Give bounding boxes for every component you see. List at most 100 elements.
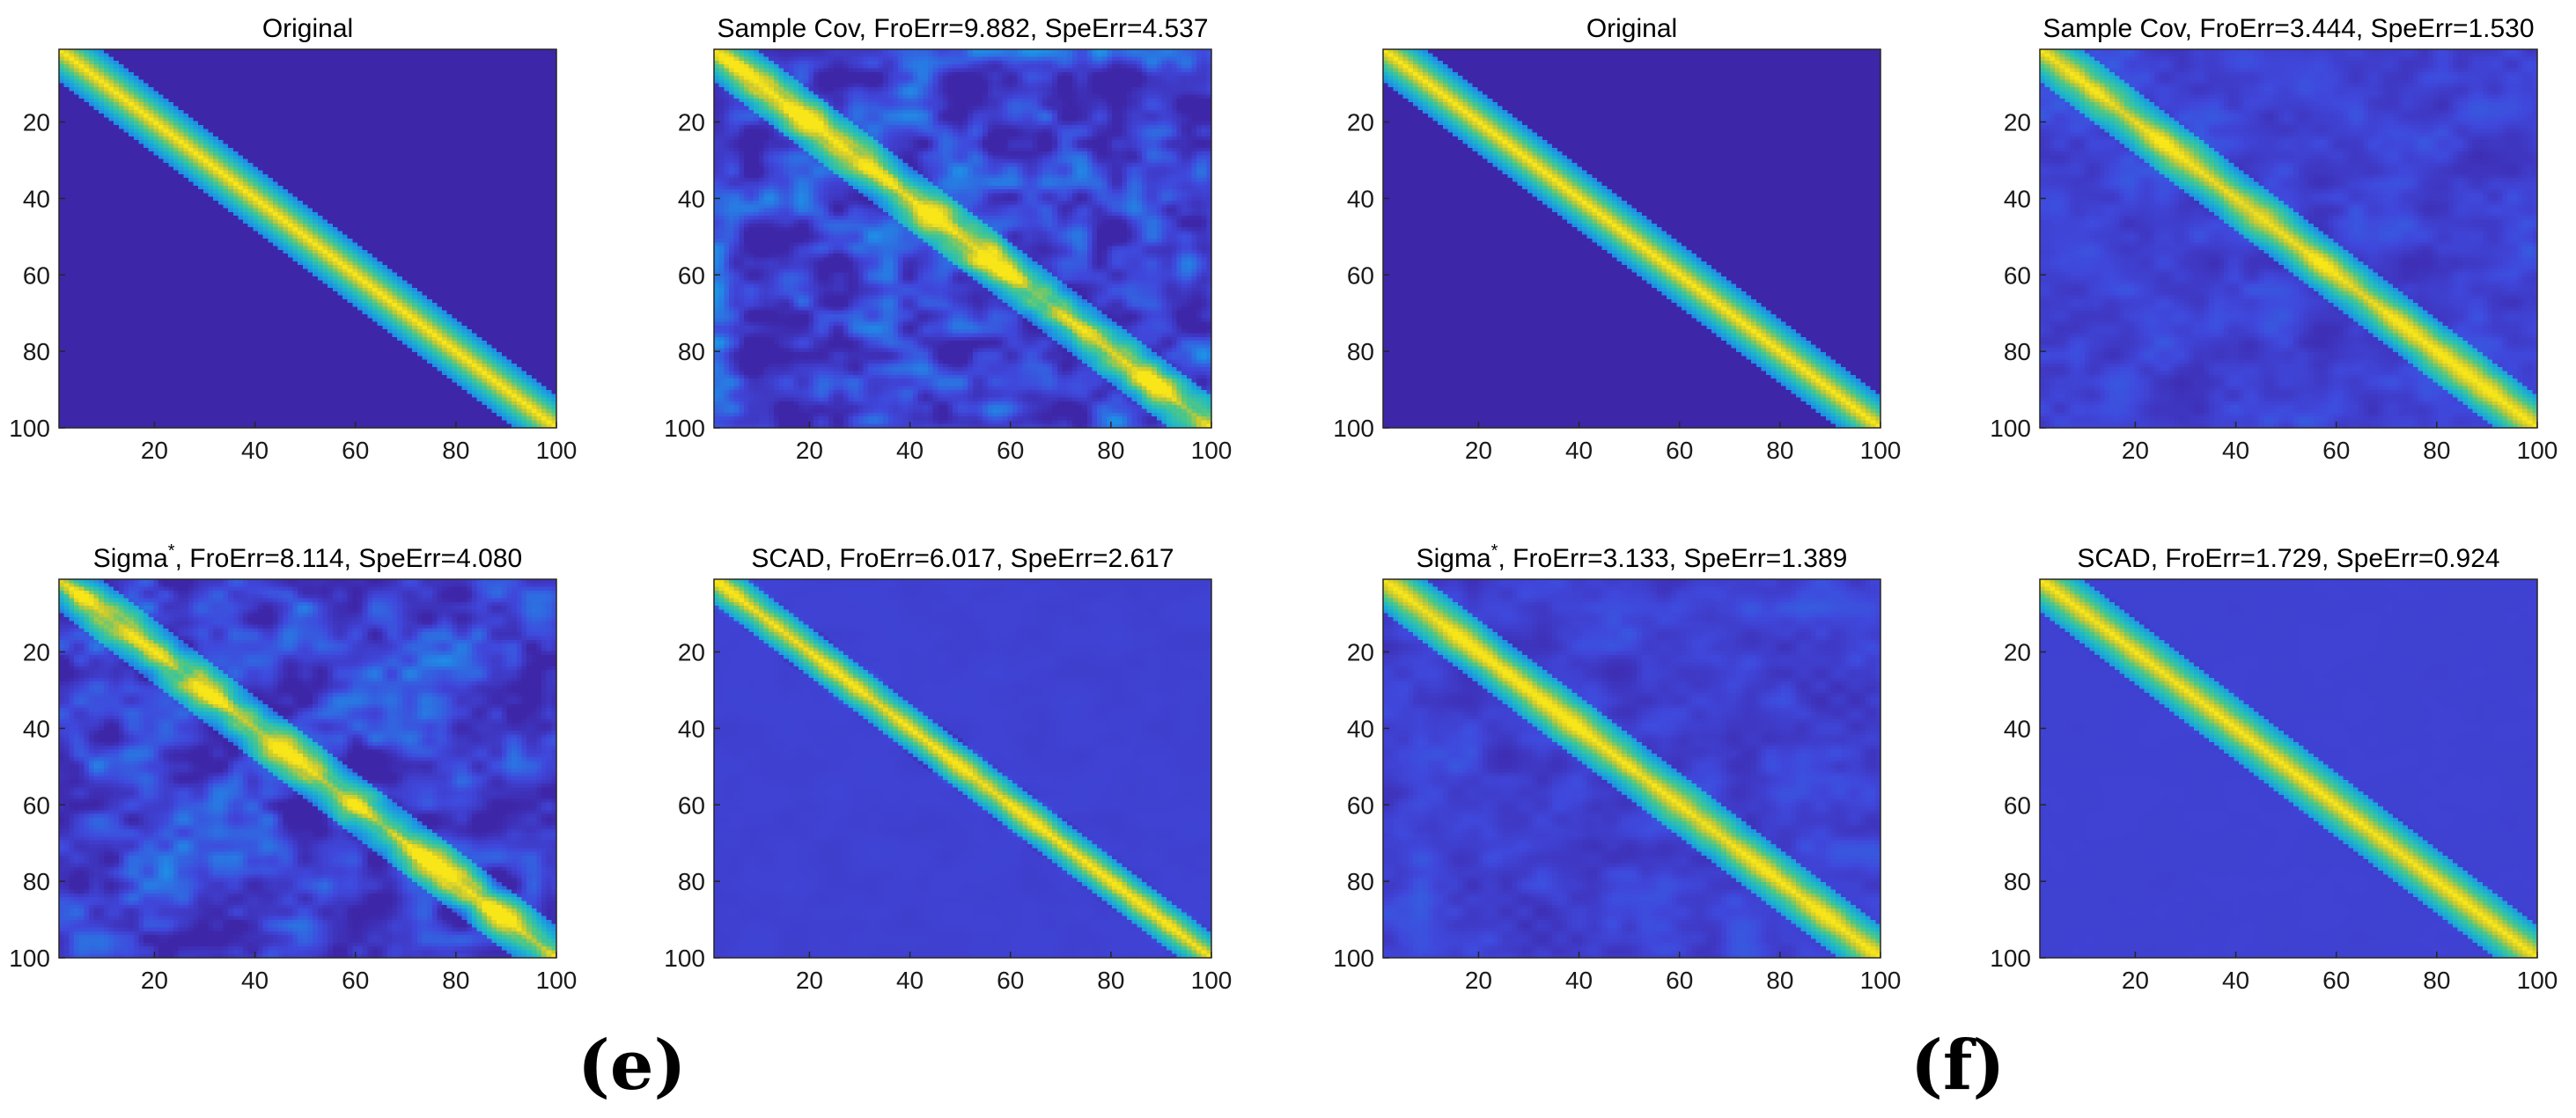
heatmap-cell (104, 99, 109, 103)
heatmap-cell (393, 72, 398, 77)
heatmap-cell (507, 99, 512, 103)
heatmap-cell (303, 72, 308, 77)
heatmap-cell (526, 69, 532, 73)
heatmap-cell (507, 79, 512, 84)
heatmap-cell (452, 79, 457, 84)
heatmap-cell (547, 76, 552, 80)
heatmap-cell (482, 57, 487, 62)
heatmap-cell (84, 95, 89, 99)
heatmap-cell (223, 99, 228, 103)
heatmap-cell (333, 84, 338, 88)
heatmap-cell (153, 91, 158, 95)
heatmap-cell (402, 76, 408, 80)
heatmap-cell (228, 76, 233, 80)
heatmap-cell (293, 95, 298, 99)
heatmap-cell (427, 69, 432, 73)
heatmap-cell (164, 102, 169, 107)
heatmap-cell (452, 57, 457, 62)
heatmap-cell (268, 57, 273, 62)
heatmap-cell (382, 64, 387, 69)
heatmap-cell (263, 99, 269, 103)
heatmap-cell (268, 53, 273, 57)
heatmap-cell (378, 99, 383, 103)
heatmap-cell (123, 53, 129, 57)
heatmap-cell (243, 79, 248, 84)
heatmap-cell (328, 69, 333, 73)
heatmap-cell (547, 87, 552, 92)
heatmap-cell (487, 84, 492, 88)
heatmap-cell (209, 69, 214, 73)
heatmap-cell (318, 99, 323, 103)
heatmap-cell (183, 91, 188, 95)
heatmap-cell (502, 69, 507, 73)
heatmap-cell (322, 87, 328, 92)
heatmap-cell (114, 64, 119, 69)
heatmap-cell (99, 79, 104, 84)
heatmap-cell (517, 57, 522, 62)
heatmap-cell (502, 61, 507, 65)
heatmap-cell (203, 87, 209, 92)
heatmap-cell (109, 79, 114, 84)
heatmap-cell (243, 87, 248, 92)
heatmap-cell (412, 91, 417, 95)
heatmap-cell (263, 69, 269, 73)
heatmap-cell (164, 95, 169, 99)
heatmap-cell (283, 61, 288, 65)
heatmap-cell (158, 87, 164, 92)
heatmap-cell (342, 76, 348, 80)
heatmap-cell (119, 57, 124, 62)
heatmap-cell (442, 53, 447, 57)
heatmap-cell (417, 84, 423, 88)
heatmap-cell (467, 72, 472, 77)
heatmap-cell (313, 95, 318, 99)
heatmap-cell (278, 69, 283, 73)
heatmap-cell (243, 57, 248, 62)
heatmap-cell (158, 53, 164, 57)
heatmap-cell (367, 57, 372, 62)
heatmap-cell (268, 61, 273, 65)
heatmap-cell (283, 69, 288, 73)
heatmap-cell (328, 57, 333, 62)
heatmap-cell (387, 84, 393, 88)
heatmap-cell (233, 72, 239, 77)
heatmap-cell (442, 84, 447, 88)
heatmap-cell (387, 91, 393, 95)
heatmap-cell (303, 95, 308, 99)
heatmap-cell (532, 84, 537, 88)
heatmap-cell (99, 95, 104, 99)
heatmap-cell (263, 84, 269, 88)
heatmap-cell (273, 91, 278, 95)
heatmap-cell (363, 87, 368, 92)
heatmap-cell (293, 84, 298, 88)
heatmap-cell (402, 79, 408, 84)
heatmap-cell (363, 64, 368, 69)
heatmap-cell (84, 64, 89, 69)
heatmap-cell (183, 84, 188, 88)
heatmap-cell (502, 76, 507, 80)
heatmap-cell (129, 61, 134, 65)
heatmap-cell (303, 69, 308, 73)
heatmap-cell (541, 69, 547, 73)
heatmap-cell (89, 61, 94, 65)
heatmap-cell (352, 64, 357, 69)
heatmap-cell (397, 95, 402, 99)
heatmap-cell (149, 53, 154, 57)
heatmap-cell (378, 91, 383, 95)
heatmap-cell (109, 64, 114, 69)
heatmap-cell (442, 95, 447, 99)
heatmap-cell (129, 76, 134, 80)
heatmap-cell (412, 61, 417, 65)
heatmap-cell (94, 72, 99, 77)
heatmap-cell (258, 64, 263, 69)
heatmap-cell (179, 69, 184, 73)
heatmap-cell (64, 76, 70, 80)
heatmap-cell (158, 95, 164, 99)
heatmap-cell (89, 102, 94, 107)
heatmap-cell (472, 91, 477, 95)
heatmap-cell (79, 84, 85, 88)
heatmap-cell (238, 72, 243, 77)
heatmap-cell (149, 99, 154, 103)
heatmap-cell (288, 76, 293, 80)
heatmap-cell (164, 57, 169, 62)
heatmap-cell (298, 53, 303, 57)
